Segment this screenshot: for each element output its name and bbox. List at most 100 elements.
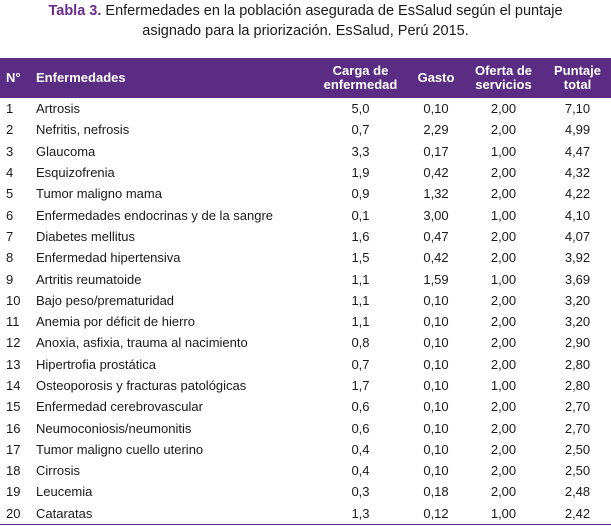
cell-cost: 0,10 bbox=[423, 399, 449, 415]
cell-total: 2,50 bbox=[564, 463, 591, 479]
cell-services: 2,00 bbox=[490, 335, 517, 351]
header-services-line2: servicios bbox=[475, 77, 532, 92]
table-row: 11 Anemia por déficit de hierro 1,1 0,10 2,0… bbox=[0, 311, 611, 332]
cell-burden: 1,7 bbox=[351, 378, 370, 393]
cell-disease: Esquizofrenia bbox=[36, 165, 115, 181]
cell-disease: Glaucoma bbox=[36, 143, 96, 159]
cell-services: 1,00 bbox=[463, 502, 544, 525]
cell-cost: 0,10 bbox=[423, 441, 449, 457]
cell-burden: 0,1 bbox=[351, 207, 370, 223]
header-services-line1: Oferta de bbox=[474, 63, 533, 78]
cell-burden: 0,8 bbox=[351, 335, 370, 351]
cell-number: 14 bbox=[6, 378, 21, 393]
cell-total: 2,50 bbox=[564, 441, 591, 457]
cell-services: 2,00 bbox=[490, 441, 517, 457]
cell-services: 2,00 bbox=[490, 165, 517, 181]
cell-number: 8 bbox=[6, 250, 14, 266]
cell-total: 4,32 bbox=[564, 165, 591, 181]
cell-disease: Cataratas bbox=[34, 502, 312, 525]
cell-number: 2 bbox=[6, 122, 14, 138]
header-burden-line1: Carga de bbox=[332, 63, 389, 78]
table-header-row: N° Enfermedades Carga de enfermedad Gasto… bbox=[0, 58, 611, 98]
cell-number: 3 bbox=[6, 143, 14, 159]
cell-services: 2,00 bbox=[490, 250, 517, 266]
cell-disease: Anoxia, asfixia, trauma al nacimiento bbox=[36, 335, 248, 351]
table-row: 19 Leucemia 0,3 0,18 2,00 2,48 bbox=[0, 481, 611, 502]
cell-number: 16 bbox=[6, 420, 21, 436]
table-body: 1 Artrosis 5,0 0,10 2,00 7,10 2 Nefritis, nefro… bbox=[0, 98, 611, 525]
cell-cost: 0,42 bbox=[423, 165, 449, 181]
cell-cost: 0,10 bbox=[423, 378, 449, 393]
cell-burden: 1,9 bbox=[351, 165, 370, 181]
cell-disease: Tumor maligno mama bbox=[36, 186, 162, 202]
cell-number: 10 bbox=[6, 292, 21, 308]
cell-cost: 1,32 bbox=[423, 186, 449, 202]
cell-services: 1,00 bbox=[490, 143, 517, 159]
cell-burden: 5,0 bbox=[351, 101, 370, 117]
disease-priority-table: N° Enfermedades Carga de enfermedad Gasto… bbox=[0, 58, 611, 525]
cell-burden: 1,1 bbox=[351, 314, 370, 330]
table-row: 10 Bajo peso/prematuridad 1,1 0,10 2,00 3,20 bbox=[0, 290, 611, 311]
cell-total: 2,48 bbox=[564, 484, 591, 500]
cell-disease: Diabetes mellitus bbox=[36, 228, 135, 244]
cell-services: 2,00 bbox=[490, 484, 517, 500]
cell-number: 20 bbox=[0, 502, 34, 525]
header-total: Puntaje total bbox=[544, 58, 611, 98]
table-row: 14 Osteoporosis y fracturas patológicas 1,… bbox=[0, 375, 611, 396]
cell-cost: 0,47 bbox=[423, 228, 449, 244]
cell-disease: Enfermedad hipertensiva bbox=[36, 250, 181, 266]
cell-burden: 1,1 bbox=[351, 292, 370, 308]
cell-burden: 1,6 bbox=[351, 228, 370, 244]
table-row: 15 Enfermedad cerebrovascular 0,6 0,10 2,00 2… bbox=[0, 396, 611, 417]
cell-cost: 0,10 bbox=[423, 335, 449, 351]
cell-cost: 0,10 bbox=[423, 420, 449, 436]
table-row: 1 Artrosis 5,0 0,10 2,00 7,10 bbox=[0, 98, 611, 119]
cell-services: 2,00 bbox=[490, 314, 517, 330]
cell-burden: 0,9 bbox=[351, 186, 370, 202]
cell-number: 1 bbox=[6, 101, 14, 117]
header-disease: Enfermedades bbox=[34, 58, 312, 98]
cell-disease: Osteoporosis y fracturas patológicas bbox=[36, 378, 247, 393]
cell-burden: 0,6 bbox=[351, 420, 370, 436]
cell-number: 13 bbox=[6, 356, 21, 372]
table-row: 20 Cataratas 1,3 0,12 1,00 2,42 bbox=[0, 502, 611, 525]
cell-total: 2,70 bbox=[564, 420, 591, 436]
cell-number: 4 bbox=[6, 165, 14, 181]
table-row: 16 Neumoconiosis/neumonitis 0,6 0,10 2,00 2,7… bbox=[0, 417, 611, 438]
cell-services: 1,00 bbox=[490, 207, 517, 223]
cell-burden: 0,7 bbox=[351, 122, 370, 138]
cell-cost: 0,18 bbox=[423, 484, 449, 500]
cell-total: 3,69 bbox=[564, 271, 591, 287]
cell-total: 3,92 bbox=[564, 250, 591, 266]
cell-total: 7,10 bbox=[564, 101, 591, 117]
table-row: 18 Cirrosis 0,4 0,10 2,00 2,50 bbox=[0, 460, 611, 481]
header-services: Oferta de servicios bbox=[463, 58, 544, 98]
cell-services: 2,00 bbox=[490, 356, 517, 372]
cell-burden: 3,3 bbox=[351, 143, 370, 159]
header-cost: Gasto bbox=[409, 58, 463, 98]
cell-disease: Tumor maligno cuello uterino bbox=[36, 441, 204, 457]
cell-number: 19 bbox=[6, 484, 21, 500]
cell-disease: Artritis reumatoide bbox=[36, 271, 142, 287]
cell-cost: 0,10 bbox=[423, 292, 449, 308]
cell-burden: 1,1 bbox=[351, 271, 370, 287]
cell-cost: 0,10 bbox=[423, 356, 449, 372]
table-row: 5 Tumor maligno mama 0,9 1,32 2,00 4,22 bbox=[0, 183, 611, 204]
cell-cost: 0,10 bbox=[423, 463, 449, 479]
cell-total: 2,90 bbox=[564, 335, 591, 351]
cell-number: 9 bbox=[6, 271, 14, 287]
cell-burden: 0,6 bbox=[351, 399, 370, 415]
cell-services: 2,00 bbox=[490, 292, 517, 308]
header-total-line1: Puntaje bbox=[554, 63, 601, 78]
cell-total: 4,99 bbox=[564, 122, 591, 138]
table-row: 6 Enfermedades endocrinas y de la sangre 0… bbox=[0, 204, 611, 225]
cell-total: 4,10 bbox=[564, 207, 591, 223]
cell-total: 4,22 bbox=[564, 186, 591, 202]
cell-number: 15 bbox=[6, 399, 21, 415]
table-row: 4 Esquizofrenia 1,9 0,42 2,00 4,32 bbox=[0, 162, 611, 183]
cell-services: 2,00 bbox=[490, 228, 517, 244]
cell-cost: 0,42 bbox=[423, 250, 449, 266]
cell-total: 2,70 bbox=[564, 399, 591, 415]
cell-burden: 1,5 bbox=[351, 250, 370, 266]
cell-number: 5 bbox=[6, 186, 14, 202]
